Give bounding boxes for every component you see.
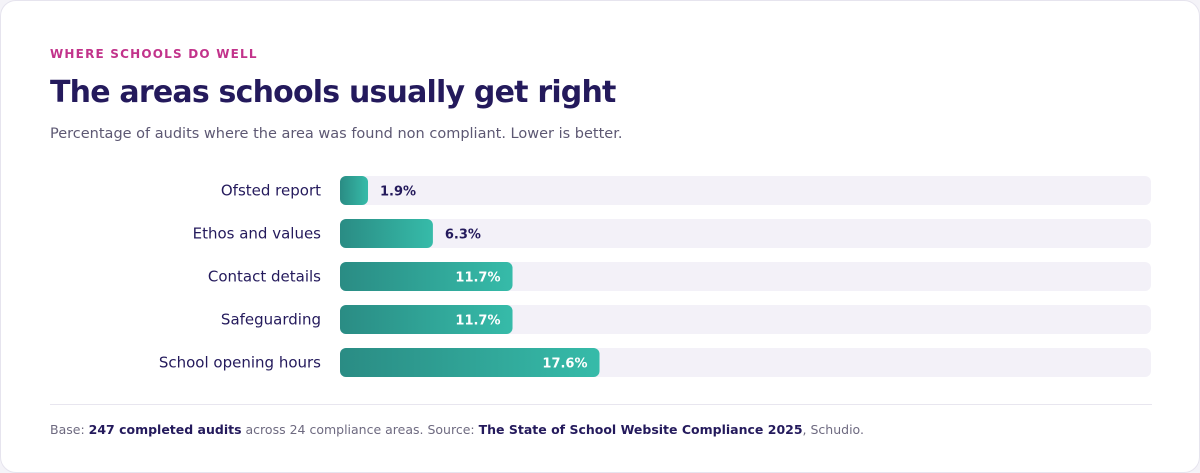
bar [340,176,369,205]
bar [340,305,513,334]
chart-subtitle: Percentage of audits where the area was … [50,126,623,142]
footer-base: 247 completed audits [88,422,242,437]
bar-track [340,176,1151,205]
category-label: Ofsted report [221,182,321,200]
bar [340,348,600,377]
value-label: 11.7% [455,271,500,286]
bar-track [340,219,1151,248]
footer-prefix: Base: [50,422,89,437]
category-label: School opening hours [159,354,321,372]
category-label: Contact details [208,268,321,286]
bar-track [340,305,1151,334]
category-label: Safeguarding [221,311,321,329]
bar [340,219,433,248]
footer-note: Base: 247 completed audits across 24 com… [50,422,864,437]
footer-middle: across 24 compliance areas. Source: [241,422,479,437]
bar-track [340,262,1151,291]
value-label: 6.3% [445,228,481,243]
category-label: Ethos and values [193,225,322,243]
footer-suffix: , Schudio. [802,422,864,437]
bar [340,262,513,291]
value-label: 11.7% [455,314,500,329]
value-label: 17.6% [542,357,587,372]
bar-chart: Ofsted report 1.9% Ethos and values 6.3% Con… [159,176,1151,377]
footer-divider [50,404,1152,405]
chart-title: The areas schools usually get right [50,75,616,110]
footer-source: The State of School Website Compliance 2… [478,422,803,437]
eyebrow-label: WHERE SCHOOLS DO WELL [50,47,258,61]
value-label: 1.9% [380,185,416,200]
